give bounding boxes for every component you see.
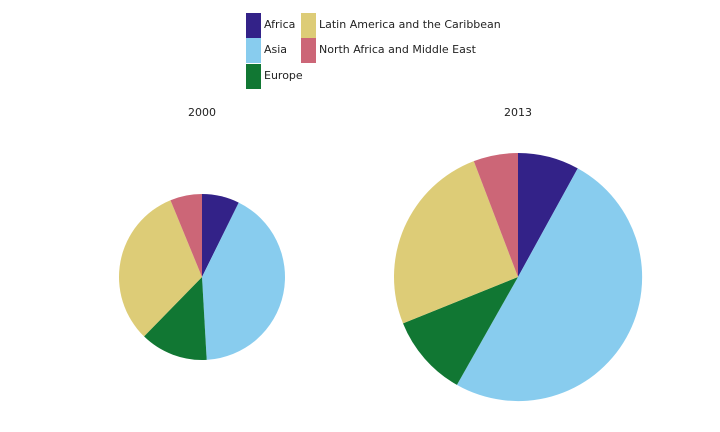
pie-slice-2013-latin-america-and-the-caribbean xyxy=(394,161,518,324)
legend-label-north-africa-middle-east: North Africa and Middle East xyxy=(319,43,476,56)
pie-2013 xyxy=(394,153,643,402)
legend-label-europe: Europe xyxy=(264,69,303,82)
pie-slice-2000-africa xyxy=(202,194,239,277)
pie-slice-2000-latin-america-and-the-caribbean xyxy=(119,200,202,337)
pie-2000 xyxy=(119,194,286,361)
legend-swatch-asia xyxy=(246,38,261,63)
legend-swatch-africa xyxy=(246,13,261,38)
legend-swatch-latin-america xyxy=(301,13,316,38)
legend-swatch-europe xyxy=(246,64,261,89)
pie-slice-2000-north-africa-and-middle-east xyxy=(170,194,202,277)
pie-title-2013: 2013 xyxy=(504,106,532,119)
pie-slice-2013-north-africa-and-middle-east xyxy=(473,153,518,277)
pie-slice-2013-africa xyxy=(518,153,578,277)
legend-swatch-north-africa-middle-east xyxy=(301,38,316,63)
pie-slice-2013-asia xyxy=(456,168,643,402)
legend-label-latin-america: Latin America and the Caribbean xyxy=(319,18,501,31)
pie-title-2000: 2000 xyxy=(188,106,216,119)
legend-label-africa: Africa xyxy=(264,18,296,31)
pie-slice-2000-europe xyxy=(144,277,207,361)
pie-slice-2000-asia xyxy=(202,202,286,360)
pie-slice-2013-europe xyxy=(403,277,518,385)
legend-label-asia: Asia xyxy=(264,43,288,56)
